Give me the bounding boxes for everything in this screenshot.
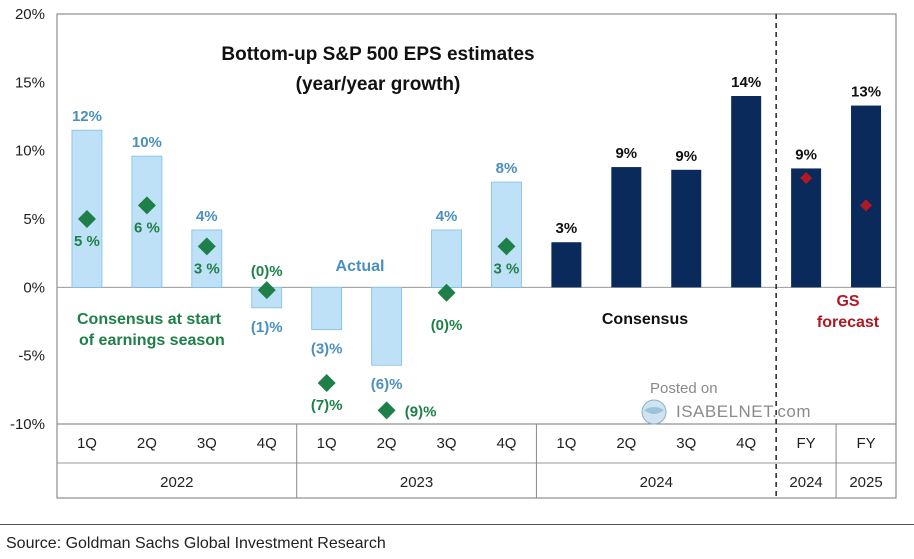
plot-frame — [56, 13, 897, 499]
chart-title-line2: (year/year growth) — [296, 74, 461, 95]
group-label: 2023 — [400, 474, 433, 491]
actual-data-label: (6)% — [371, 376, 403, 393]
consensus-start-data-label: (0)% — [251, 263, 283, 280]
x-tick-label: 1Q — [317, 435, 337, 452]
gs-forecast-annotation-line1: GS — [836, 293, 859, 310]
x-tick-label: 1Q — [77, 435, 97, 452]
consensus-start-marker — [77, 210, 96, 228]
source-divider — [0, 524, 914, 525]
y-tick-label: 0% — [23, 279, 45, 296]
consensus-start-data-label: (0)% — [431, 317, 463, 334]
consensus-start-data-label: 3 % — [494, 260, 520, 277]
actual-data-label: (1)% — [251, 319, 283, 336]
consensus-start-annotation-line2: of earnings season — [79, 332, 225, 349]
y-tick-label: 20% — [15, 6, 45, 23]
actual-data-label: 10% — [132, 134, 162, 151]
actual-bar — [491, 181, 522, 288]
actual-annotation: Actual — [336, 258, 385, 275]
actual-data-label: 8% — [496, 160, 518, 177]
chart-frame — [56, 13, 897, 499]
consensus-bar — [671, 169, 702, 288]
consensus-data-label: 9% — [795, 146, 817, 163]
actual-data-label: (3)% — [311, 341, 343, 358]
consensus-start-marker — [137, 196, 156, 215]
consensus-start-annotation-line1: Consensus at start — [77, 311, 222, 328]
consensus-start-marker — [497, 237, 516, 256]
x-tick-label: 2Q — [377, 435, 397, 452]
group-label: 2022 — [160, 474, 193, 491]
consensus-start-marker — [377, 401, 396, 420]
actual-data-label: 4% — [196, 208, 218, 225]
consensus-start-data-label: 6 % — [134, 219, 160, 236]
x-tick-label: FY — [856, 435, 875, 452]
consensus-data-label: 9% — [615, 145, 637, 162]
consensus-start-marker — [317, 374, 336, 392]
gs-forecast-marker — [860, 199, 873, 212]
x-tick-label: FY — [797, 435, 816, 452]
consensus-bar — [851, 105, 882, 288]
group-label: 2024 — [640, 474, 673, 491]
globe-icon — [641, 399, 667, 425]
gs-forecast-annotation-line2: forecast — [817, 314, 880, 331]
watermark-posted: Posted on — [650, 380, 718, 397]
x-tick-label: 3Q — [437, 435, 457, 452]
x-tick-label: 4Q — [496, 435, 516, 452]
bars-layer — [71, 96, 882, 366]
consensus-data-label: 14% — [731, 74, 761, 91]
consensus-bar — [611, 167, 642, 288]
consensus-start-data-label: 3 % — [194, 260, 220, 277]
x-tick-label: 4Q — [736, 435, 756, 452]
consensus-bar — [791, 168, 822, 288]
consensus-data-label: 3% — [556, 220, 578, 237]
consensus-start-marker — [437, 283, 456, 302]
actual-data-label: 12% — [72, 108, 102, 125]
markers-layer — [77, 172, 873, 420]
labels-layer: 12% 10% 4% (1)% (3)% (6)% 4% 8% 3% 9% 9% 14% 9% 13% 5 … — [72, 74, 881, 420]
consensus-data-label: 9% — [675, 148, 697, 165]
group-label: 2025 — [849, 474, 882, 491]
y-tick-label: -5% — [18, 348, 45, 365]
consensus-bar — [731, 96, 762, 288]
group-label: 2024 — [789, 474, 822, 491]
consensus-data-label: 13% — [851, 84, 881, 101]
consensus-start-marker — [257, 281, 276, 300]
y-tick-label: 5% — [23, 211, 45, 228]
watermark-brand: ISABELNET.com — [676, 402, 811, 421]
actual-bar — [431, 229, 462, 288]
actual-data-label: 4% — [436, 208, 458, 225]
actual-bar — [311, 286, 343, 331]
x-tick-label: 1Q — [556, 435, 576, 452]
x-tick-label: 2Q — [137, 435, 157, 452]
actual-bar — [71, 129, 103, 288]
x-tick-label: 3Q — [676, 435, 696, 452]
source-note: Source: Goldman Sachs Global Investment … — [6, 535, 386, 552]
consensus-start-data-label: (7)% — [311, 397, 343, 414]
actual-bar — [131, 155, 163, 288]
consensus-bar — [551, 242, 582, 288]
actual-bar — [371, 286, 403, 366]
x-tick-label: 3Q — [197, 435, 217, 452]
y-tick-label: 15% — [15, 74, 45, 91]
consensus-start-data-label: (9)% — [405, 403, 437, 420]
consensus-start-marker — [197, 237, 216, 256]
axis-layer: -10% -5% 0% 5% 10% 15% 20% 1Q 2Q 3Q 4Q 1Q 2Q 3Q 4Q 1Q 2Q… — [10, 6, 883, 491]
consensus-start-data-label: 5 % — [74, 233, 100, 250]
x-tick-label: 2Q — [616, 435, 636, 452]
x-tick-label: 4Q — [257, 435, 277, 452]
gs-forecast-marker — [800, 172, 813, 184]
chart-title-line1: Bottom-up S&P 500 EPS estimates — [221, 44, 534, 65]
eps-chart: 12% 10% 4% (1)% (3)% (6)% 4% 8% 3% 9% 9% 14% 9% 13% 5 … — [10, 6, 897, 499]
y-tick-label: 10% — [15, 143, 45, 160]
y-tick-label: -10% — [10, 416, 45, 433]
consensus-annotation: Consensus — [602, 311, 688, 328]
